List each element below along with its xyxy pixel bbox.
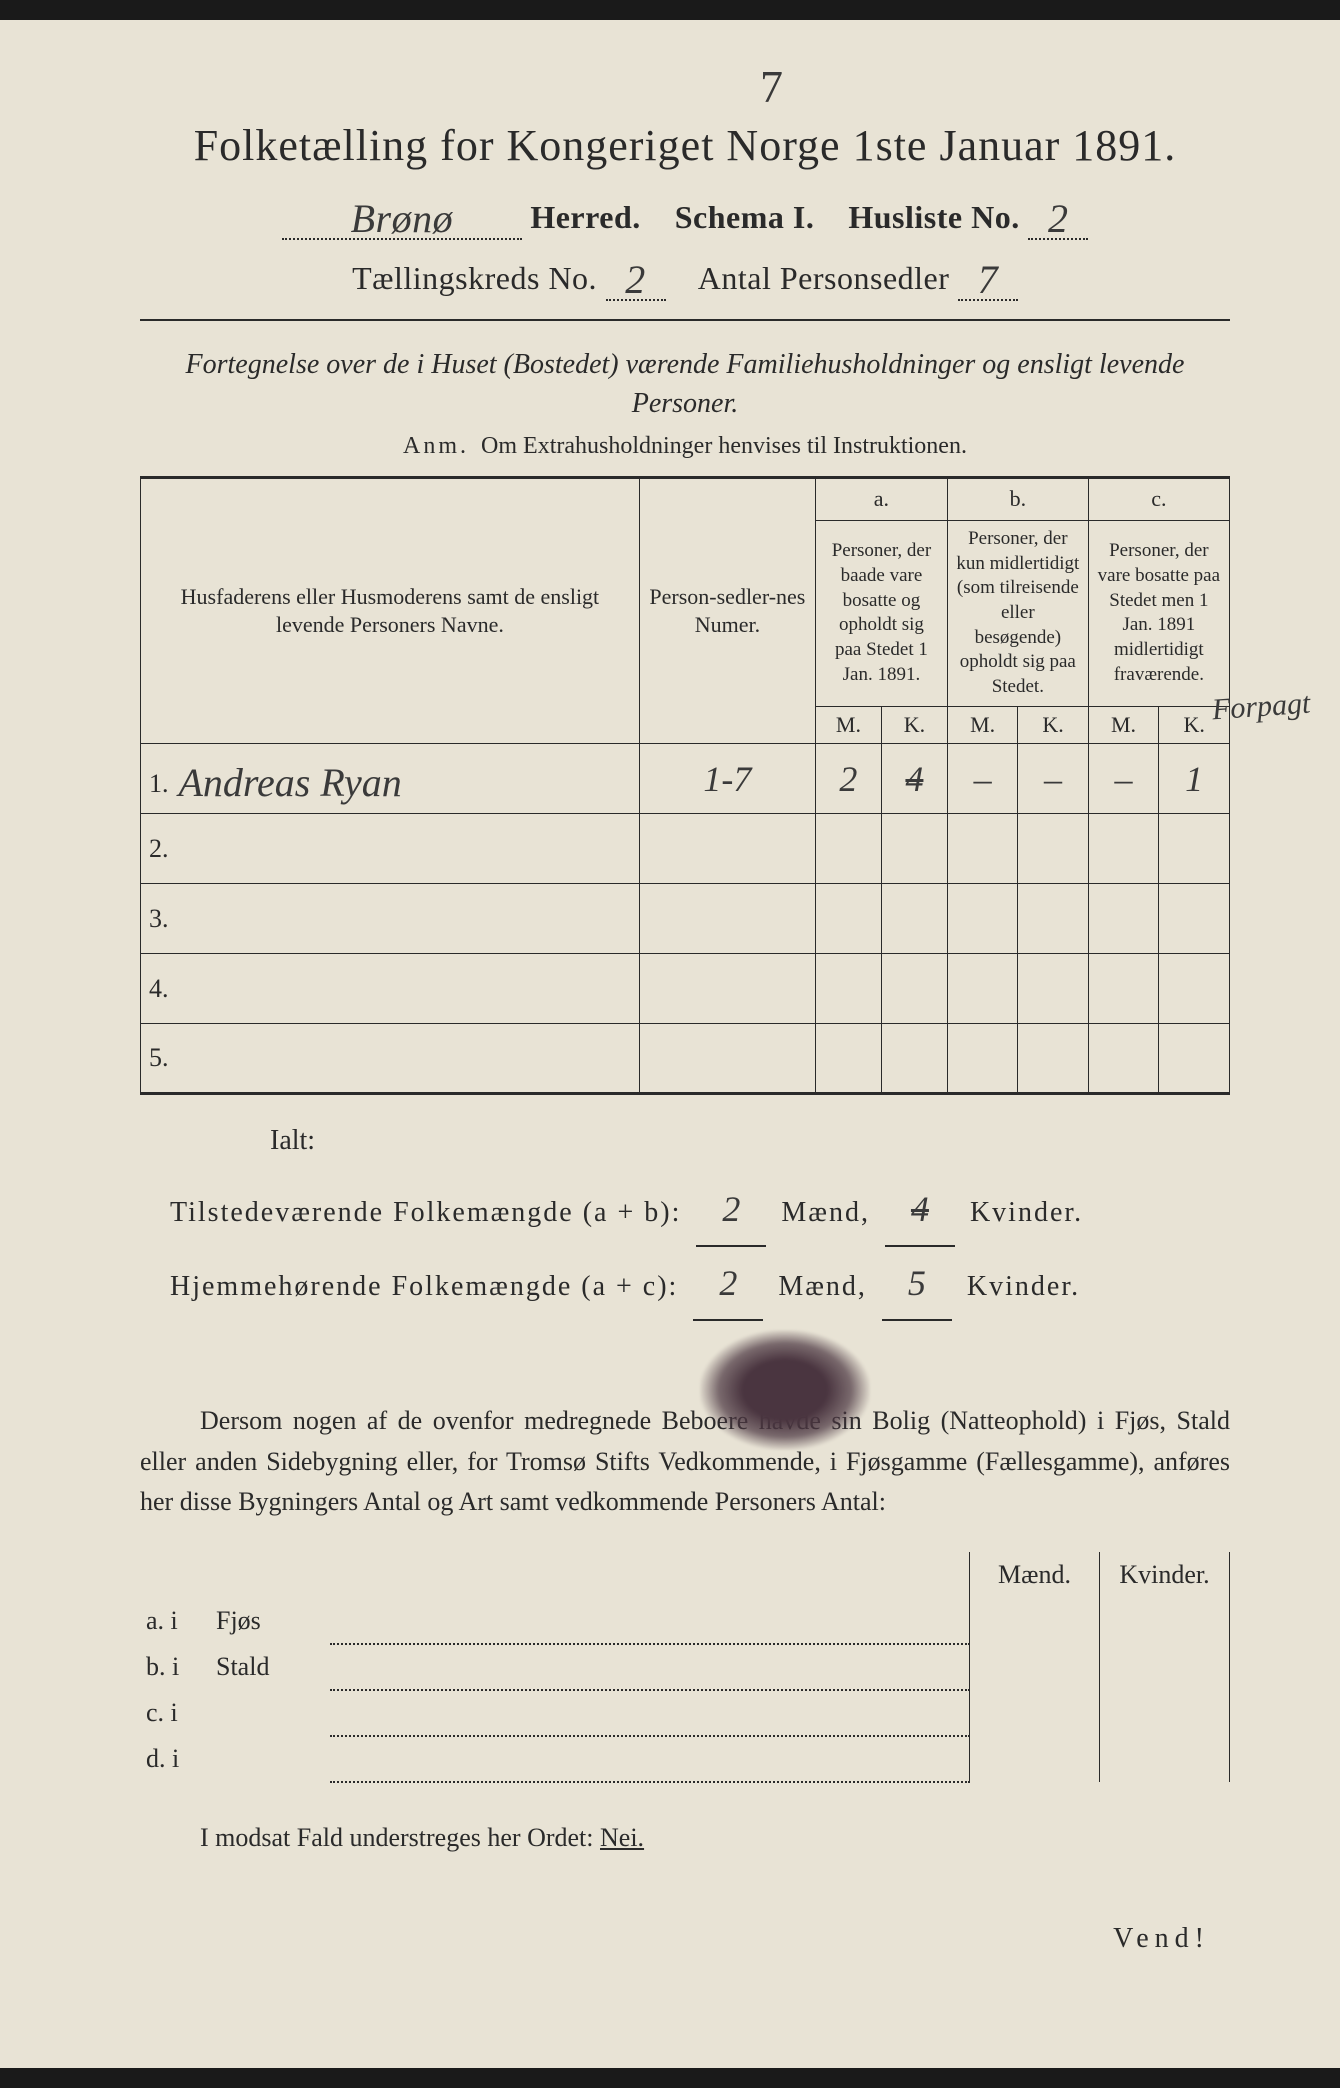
row-num: 1. bbox=[149, 769, 169, 798]
col-c-m: M. bbox=[1088, 706, 1159, 744]
antal-label: Antal Personsedler bbox=[698, 260, 950, 296]
divider bbox=[140, 319, 1230, 321]
husliste-label: Husliste No. bbox=[848, 199, 1019, 235]
row-name: Andreas Ryan bbox=[179, 759, 402, 806]
kreds-value: 2 bbox=[625, 256, 646, 303]
row-num: 4. bbox=[149, 974, 169, 1003]
side-building-paragraph: Dersom nogen af de ovenfor medregnede Be… bbox=[140, 1401, 1230, 1522]
form-title: Folketælling for Kongeriget Norge 1ste J… bbox=[140, 120, 1230, 171]
bottom-row: c. i bbox=[140, 1690, 1230, 1736]
kreds-label: Tællingskreds No. bbox=[352, 260, 597, 296]
household-table: Husfaderens eller Husmoderens samt de en… bbox=[140, 476, 1230, 1095]
nei-line: I modsat Fald understreges her Ordet: Ne… bbox=[140, 1823, 1230, 1853]
col-b-text: Personer, der kun midlertidigt (som tilr… bbox=[947, 520, 1088, 706]
bottom-row: b. i Stald bbox=[140, 1644, 1230, 1690]
total-ab-k: 4 bbox=[911, 1189, 929, 1229]
margin-note: Forpagt bbox=[1211, 687, 1311, 728]
cell: 1 bbox=[1185, 759, 1203, 799]
page-number-handwritten: 7 bbox=[760, 60, 783, 113]
bottom-label: c. i bbox=[140, 1690, 210, 1736]
vend-label: Vend! bbox=[140, 1923, 1230, 1955]
cell: – bbox=[1115, 759, 1133, 799]
table-row: 4. bbox=[141, 954, 1230, 1024]
header-line-1: Brønø Herred. Schema I. Husliste No. 2 bbox=[140, 191, 1230, 240]
col-numer: Person-sedler-nes Numer. bbox=[639, 478, 815, 744]
schema-label: Schema I. bbox=[675, 199, 815, 235]
col-c-text: Personer, der vare bosatte paa Stedet me… bbox=[1088, 520, 1229, 706]
bottom-label: a. i bbox=[140, 1598, 210, 1644]
table-row: 3. bbox=[141, 884, 1230, 954]
col-c-label: c. bbox=[1088, 478, 1229, 521]
nei-prefix: I modsat Fald understreges her Ordet: bbox=[200, 1823, 600, 1852]
row-num: 2. bbox=[149, 834, 169, 863]
herred-value: Brønø bbox=[351, 195, 454, 242]
bottom-label: d. i bbox=[140, 1736, 210, 1782]
anm-prefix: Anm. bbox=[403, 433, 469, 459]
col-a-text: Personer, der baade vare bosatte og opho… bbox=[815, 520, 947, 706]
cell: – bbox=[1044, 759, 1062, 799]
bottom-row: a. i Fjøs bbox=[140, 1598, 1230, 1644]
header-line-2: Tællingskreds No. 2 Antal Personsedler 7 bbox=[140, 252, 1230, 301]
total-ac-label: Hjemmehørende Folkemængde (a + c): bbox=[170, 1271, 678, 1302]
bottom-kvinder: Kvinder. bbox=[1100, 1552, 1230, 1598]
bottom-cat: Stald bbox=[210, 1644, 330, 1690]
bottom-cat: Fjøs bbox=[210, 1598, 330, 1644]
col-a-label: a. bbox=[815, 478, 947, 521]
table-row: 1. Andreas Ryan 1-7 2 4 – – – 1 bbox=[141, 744, 1230, 814]
table-row: 2. bbox=[141, 814, 1230, 884]
col-a-k: K. bbox=[881, 706, 947, 744]
col-b-m: M. bbox=[947, 706, 1017, 744]
bottom-maend: Mænd. bbox=[970, 1552, 1100, 1598]
maend-label: Mænd, bbox=[778, 1271, 867, 1302]
bottom-label: b. i bbox=[140, 1644, 210, 1690]
ialt-label: Ialt: bbox=[140, 1125, 1230, 1157]
cell: – bbox=[974, 759, 992, 799]
husliste-value: 2 bbox=[1048, 195, 1069, 242]
antal-value: 7 bbox=[978, 256, 999, 303]
col-a-m: M. bbox=[815, 706, 881, 744]
subtitle: Fortegnelse over de i Huset (Bostedet) v… bbox=[140, 345, 1230, 423]
kvinder-label: Kvinder. bbox=[967, 1271, 1080, 1302]
side-building-table: Mænd. Kvinder. a. i Fjøs b. i Stald c. i… bbox=[140, 1552, 1230, 1783]
row-num: 5. bbox=[149, 1043, 169, 1072]
col-b-k: K. bbox=[1018, 706, 1088, 744]
bottom-row: d. i bbox=[140, 1736, 1230, 1782]
total-ac-k: 5 bbox=[908, 1263, 926, 1303]
cell: 4 bbox=[905, 759, 923, 799]
col-b-label: b. bbox=[947, 478, 1088, 521]
kvinder-label: Kvinder. bbox=[970, 1197, 1083, 1228]
total-ab-m: 2 bbox=[722, 1189, 740, 1229]
census-form-page: 7 Folketælling for Kongeriget Norge 1ste… bbox=[0, 20, 1340, 2068]
totals-block: Tilstedeværende Folkemængde (a + b): 2 M… bbox=[140, 1173, 1230, 1321]
cell: 2 bbox=[839, 759, 857, 799]
cell: 1-7 bbox=[703, 759, 751, 799]
nei-word: Nei. bbox=[600, 1823, 644, 1852]
col-name: Husfaderens eller Husmoderens samt de en… bbox=[141, 478, 640, 744]
anm-text: Om Extrahusholdninger henvises til Instr… bbox=[481, 433, 967, 459]
herred-label: Herred. bbox=[530, 199, 640, 235]
total-ab-label: Tilstedeværende Folkemængde (a + b): bbox=[170, 1197, 681, 1228]
maend-label: Mænd, bbox=[781, 1197, 870, 1228]
anm-line: Anm. Om Extrahusholdninger henvises til … bbox=[140, 433, 1230, 460]
table-row: 5. bbox=[141, 1024, 1230, 1094]
row-num: 3. bbox=[149, 904, 169, 933]
total-ac-m: 2 bbox=[719, 1263, 737, 1303]
